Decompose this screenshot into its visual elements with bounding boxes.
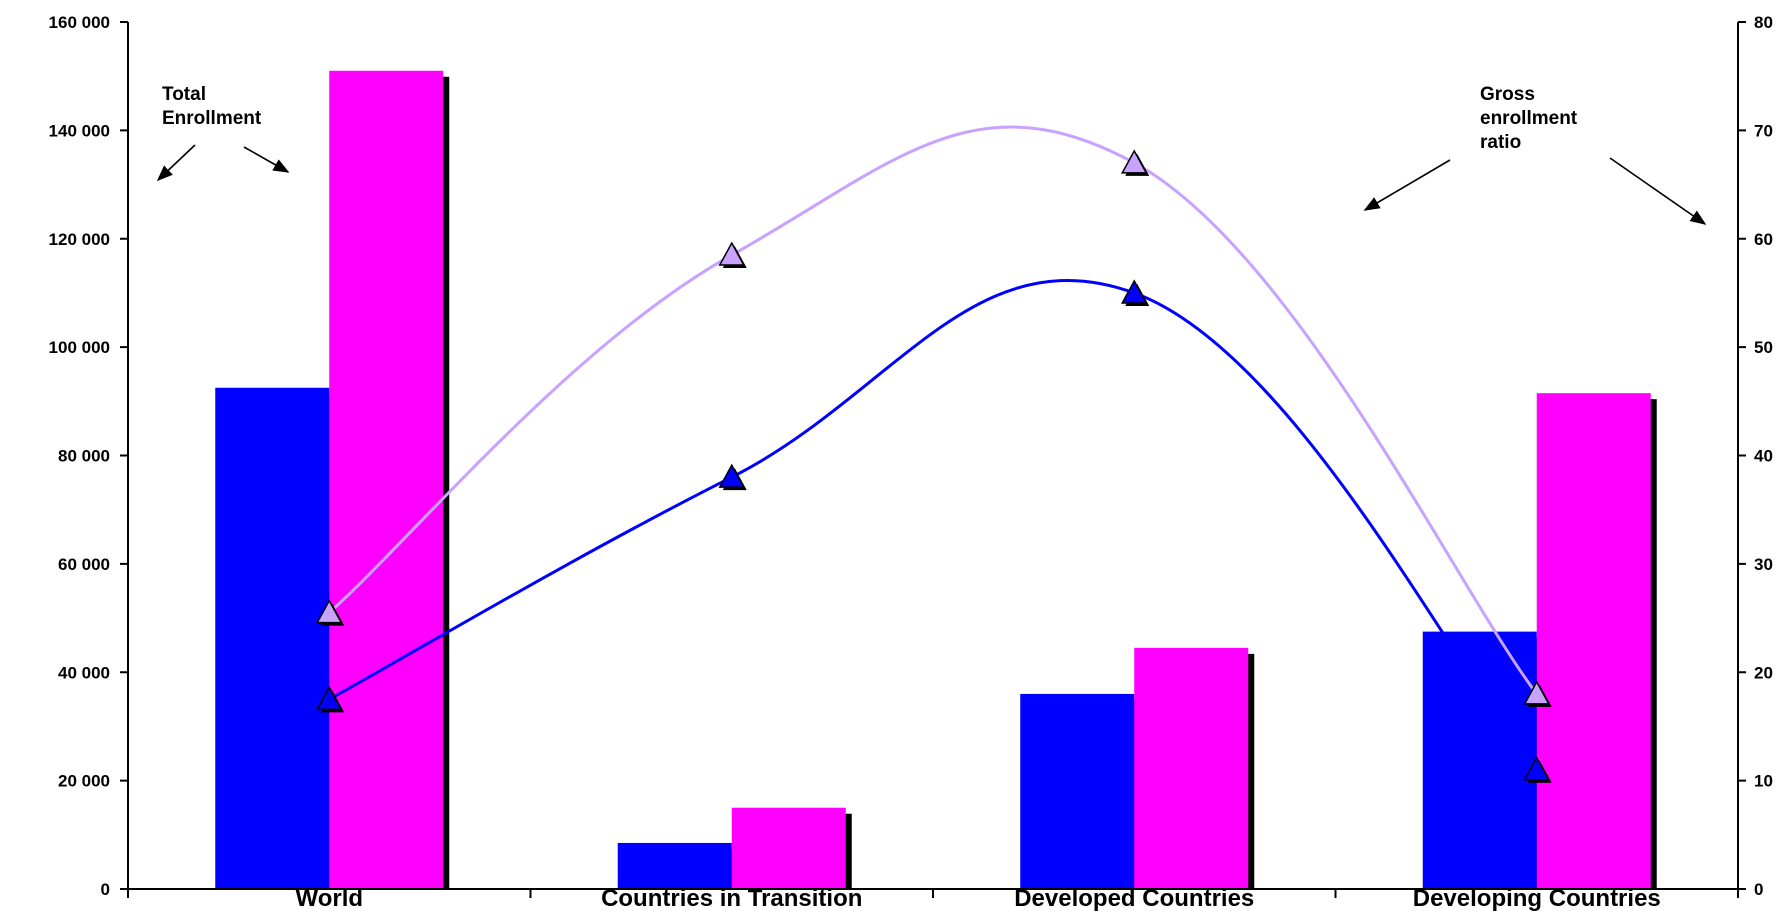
right-axis-tick-label: 50: [1754, 338, 1773, 357]
left-axis-tick-label: 20 000: [58, 772, 110, 791]
category-label: World: [295, 885, 363, 911]
left-axis-tick-label: 120 000: [49, 230, 110, 249]
right-annotation-line: enrollment: [1480, 108, 1578, 129]
triangle-marker: [1523, 680, 1551, 705]
triangle-marker: [1120, 279, 1148, 304]
bar: [731, 807, 846, 889]
left-axis-tick-label: 140 000: [49, 121, 110, 140]
triangle-marker: [718, 463, 746, 488]
right-annotation-line: ratio: [1480, 132, 1521, 153]
bars-layer: [215, 70, 1657, 890]
left-axis-tick-label: 100 000: [49, 338, 110, 357]
bar: [1134, 647, 1249, 889]
category-label: Countries in Transition: [601, 885, 862, 911]
right-axis-tick-label: 20: [1754, 663, 1773, 682]
left-annotation-arrow: [243, 146, 290, 173]
triangle-marker: [315, 599, 343, 624]
left-axis-tick-label: 80 000: [58, 447, 110, 466]
left-axis-tick-label: 40 000: [58, 663, 110, 682]
right-annotation-arrow: [1363, 159, 1451, 211]
left-axis-tick-label: 160 000: [49, 13, 110, 32]
bar: [617, 842, 732, 889]
annotations-layer: Total Enrollment Gross enrollment ratio: [156, 84, 1707, 225]
right-annotation-arrow: [1609, 157, 1707, 225]
bar: [329, 70, 444, 890]
left-annotation-line: Enrollment: [162, 108, 262, 129]
labels-layer: World Countries in Transition Developed Co…: [295, 885, 1660, 911]
right-axis-tick-label: 10: [1754, 772, 1773, 791]
triangle-marker: [315, 685, 343, 711]
triangle-marker: [1120, 149, 1148, 174]
series-line: [328, 125, 1538, 695]
series-line: [328, 279, 1538, 771]
right-annotation-line: Gross: [1480, 84, 1535, 105]
lines-layer: [315, 125, 1552, 783]
bar: [215, 387, 330, 889]
right-axis-tick-label: 40: [1754, 447, 1773, 466]
right-axis-tick-label: 0: [1754, 880, 1763, 899]
right-axis-tick-label: 60: [1754, 230, 1773, 249]
left-annotation-line: Total: [162, 84, 206, 105]
triangle-marker: [1523, 756, 1551, 781]
bar: [1536, 393, 1651, 889]
left-axis-tick-label: 0: [101, 880, 110, 899]
triangle-marker: [718, 241, 746, 266]
left-annotation-arrow: [156, 144, 196, 182]
right-axis-tick-label: 80: [1754, 13, 1773, 32]
bar: [1422, 631, 1537, 889]
ticks-layer: 0 20 000 40 000 60 000 80 000 100 000 120 000 1…: [49, 13, 1773, 899]
bar: [1020, 693, 1135, 889]
category-label: Developed Countries: [1014, 885, 1254, 911]
left-axis-tick-label: 60 000: [58, 555, 110, 574]
category-label: Developing Countries: [1413, 885, 1661, 911]
right-axis-tick-label: 70: [1754, 121, 1773, 140]
right-axis-tick-label: 30: [1754, 555, 1773, 574]
